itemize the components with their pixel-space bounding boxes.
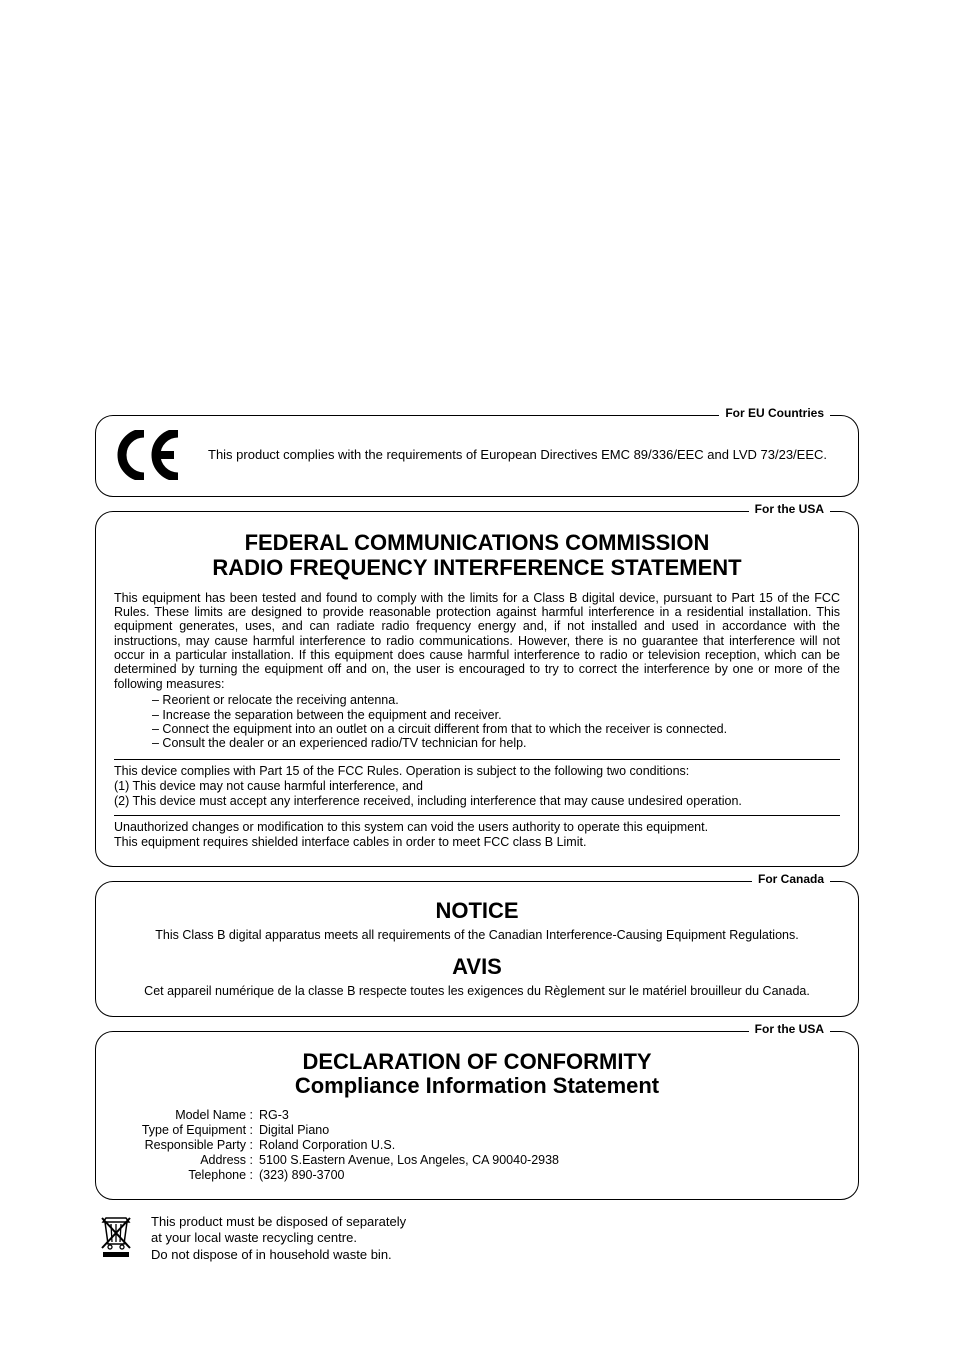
disposal-text: This product must be disposed of separat… [151,1214,406,1263]
canada-notice-box: For Canada NOTICE This Class B digital a… [95,881,859,1017]
fcc-bullet: – Reorient or relocate the receiving ant… [152,693,840,707]
fcc-shielded-text: This equipment requires shielded interfa… [114,835,840,850]
fcc-part15-condition-2: (2) This device must accept any interfer… [114,794,840,809]
fcc-part15-intro: This device complies with Part 15 of the… [114,764,840,779]
divider [114,759,840,760]
fcc-part15-condition-1: (1) This device may not cause harmful in… [114,779,840,794]
fcc-unauthorized-text: Unauthorized changes or modification to … [114,820,840,835]
fcc-title: FEDERAL COMMUNICATIONS COMMISSION RADIO … [114,530,840,581]
disposal-notice: This product must be disposed of separat… [95,1214,859,1263]
eu-compliance-text: This product complies with the requireme… [208,447,827,464]
doc-row: Model Name :RG-3 [114,1108,840,1123]
fcc-measures-list: – Reorient or relocate the receiving ant… [114,693,840,751]
doc-row: Telephone :(323) 890-3700 [114,1168,840,1183]
doc-info-table: Model Name :RG-3 Type of Equipment :Digi… [114,1108,840,1183]
compliance-page: For EU Countries This product complies w… [0,0,954,1323]
doc-row: Responsible Party :Roland Corporation U.… [114,1138,840,1153]
doc-row: Type of Equipment :Digital Piano [114,1123,840,1138]
doc-box-label: For the USA [749,1022,830,1036]
eu-compliance-box: For EU Countries This product complies w… [95,415,859,497]
fcc-box-label: For the USA [749,502,830,516]
doc-row: Address :5100 S.Eastern Avenue, Los Ange… [114,1153,840,1168]
canada-box-label: For Canada [752,872,830,886]
fcc-bullet: – Connect the equipment into an outlet o… [152,722,840,736]
weee-bin-icon [99,1214,133,1263]
declaration-of-conformity-box: For the USA DECLARATION OF CONFORMITY Co… [95,1031,859,1200]
avis-title: AVIS [114,954,840,980]
fcc-bullet: – Consult the dealer or an experienced r… [152,736,840,750]
divider [114,815,840,816]
fcc-statement-box: For the USA FEDERAL COMMUNICATIONS COMMI… [95,511,859,867]
avis-text: Cet appareil numérique de la classe B re… [114,984,840,998]
doc-title: DECLARATION OF CONFORMITY Compliance Inf… [114,1050,840,1098]
notice-title: NOTICE [114,898,840,924]
eu-box-label: For EU Countries [719,406,830,420]
fcc-main-paragraph: This equipment has been tested and found… [114,591,840,692]
notice-text: This Class B digital apparatus meets all… [114,928,840,942]
fcc-bullet: – Increase the separation between the eq… [152,708,840,722]
ce-mark-icon [114,430,184,480]
